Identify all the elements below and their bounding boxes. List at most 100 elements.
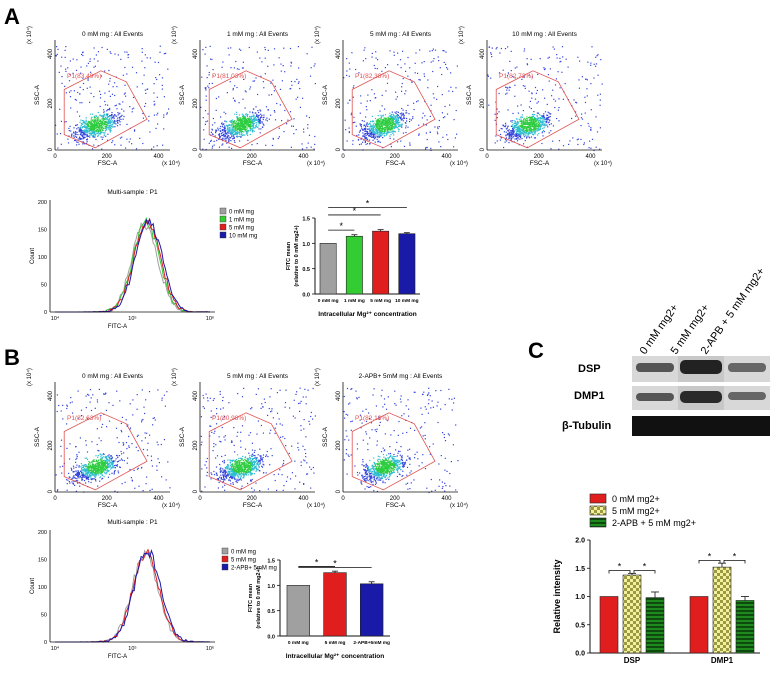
scatter-point — [92, 130, 94, 132]
scatter-point — [66, 423, 68, 425]
scatter-point — [364, 129, 366, 131]
scatter-point — [261, 458, 263, 460]
scatter-point — [508, 131, 510, 133]
scatter-point — [119, 459, 121, 461]
scatter-point — [261, 121, 263, 123]
scatter-point — [513, 133, 515, 135]
scatter-point — [91, 135, 94, 137]
scatter-point — [247, 472, 249, 474]
scatter-point — [241, 121, 244, 123]
y-axis-label: SSC-A — [466, 84, 473, 105]
scatter-point — [82, 466, 84, 468]
scatter-point — [249, 88, 251, 90]
scatter-point — [55, 124, 57, 126]
scatter-point — [107, 455, 109, 457]
scatter-point — [245, 120, 247, 122]
scatter-point — [510, 50, 512, 52]
scatter-point — [117, 122, 119, 124]
scatter-point — [106, 123, 108, 125]
scatter-point — [352, 122, 354, 124]
scatter-point — [246, 132, 248, 134]
scatter-point — [590, 62, 592, 64]
scatter-point — [242, 126, 244, 128]
scatter-point — [279, 104, 281, 106]
scatter-point — [76, 454, 78, 456]
scatter-point — [520, 128, 522, 131]
scatter-point — [168, 108, 170, 110]
scatter-point — [80, 128, 82, 130]
scatter-point — [253, 114, 255, 116]
scatter-point — [210, 139, 212, 141]
scatter-point — [496, 140, 498, 142]
scatter-point — [101, 423, 104, 425]
scatter-point — [387, 126, 389, 128]
scatter-point — [261, 459, 263, 461]
gate-label: P1(82.72%) — [499, 73, 533, 80]
scatter-point — [117, 114, 119, 116]
scatter-point — [510, 120, 512, 122]
scatter-point — [432, 70, 434, 73]
scatter-point — [513, 122, 515, 124]
scatter-point — [257, 119, 259, 121]
scatter-point — [374, 128, 377, 130]
y-tick-label: 200 — [480, 98, 486, 109]
scatter-point — [540, 125, 543, 127]
scatter-point — [270, 429, 272, 431]
scatter-point — [112, 115, 115, 117]
scatter-point — [89, 134, 91, 137]
scatter-point — [85, 469, 87, 471]
scatter-point — [91, 126, 93, 128]
scatter-point — [248, 119, 250, 121]
scatter-point — [84, 132, 86, 134]
scatter-point — [429, 50, 431, 52]
scatter-point — [145, 92, 147, 94]
scatter-point — [366, 123, 368, 125]
scatter-point — [209, 425, 211, 427]
scatter-point — [237, 470, 239, 472]
scatter-point — [102, 115, 104, 117]
scatter-point — [593, 149, 595, 152]
scatter-point — [80, 472, 82, 474]
scatter-point — [138, 485, 140, 487]
scatter-point — [239, 133, 241, 135]
scatter-point — [109, 107, 111, 109]
scatter-point — [365, 116, 367, 118]
scatter-y-unit: (x 10⁴) — [314, 26, 321, 44]
scatter-point — [387, 124, 389, 126]
scatter-point — [542, 135, 544, 137]
scatter-point — [97, 466, 99, 468]
scatter-point — [530, 58, 532, 60]
scatter-point — [71, 481, 73, 483]
scatter-point — [516, 132, 518, 134]
scatter-point — [359, 124, 362, 126]
scatter-point — [528, 74, 530, 76]
scatter-point — [132, 399, 134, 401]
scatter-point — [129, 468, 131, 471]
scatter-y-unit: (x 10⁴) — [171, 26, 178, 44]
scatter-point — [79, 485, 81, 487]
scatter-point — [542, 127, 544, 129]
scatter-point — [364, 47, 366, 49]
scatter-point — [517, 122, 519, 124]
scatter-point — [291, 125, 293, 127]
scatter-point — [89, 129, 91, 131]
scatter-point — [550, 130, 552, 132]
scatter-point — [531, 129, 534, 131]
scatter-point — [391, 114, 393, 116]
scatter-point — [222, 123, 224, 125]
scatter-point — [224, 439, 226, 441]
scatter-point — [532, 115, 534, 117]
scatter-point — [244, 116, 246, 118]
scatter-point — [388, 119, 390, 121]
x-axis-label: FSC-A — [98, 502, 118, 509]
scatter-point — [66, 404, 68, 406]
scatter-point — [240, 49, 242, 51]
scatter-point — [550, 123, 552, 125]
scatter-point — [507, 130, 509, 132]
scatter-point — [90, 126, 92, 128]
scatter-point — [78, 474, 80, 476]
scatter-point — [234, 451, 236, 453]
scatter-point — [565, 58, 567, 60]
scatter-point — [257, 126, 259, 128]
scatter-point — [106, 459, 108, 461]
